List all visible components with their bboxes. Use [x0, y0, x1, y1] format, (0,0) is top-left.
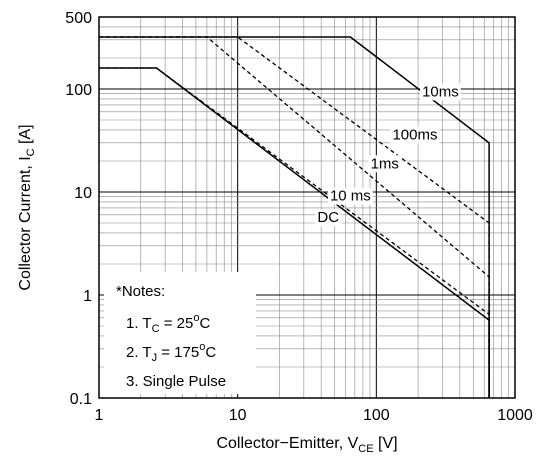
- x-tick-label: 1000: [497, 407, 533, 424]
- curve-label-text: 10ms: [422, 83, 459, 100]
- curve-label-text: 10 ms: [330, 188, 371, 205]
- curve-label-background: [315, 209, 342, 227]
- y-tick-label: 1: [83, 288, 92, 305]
- curve-label: 10 ms: [327, 187, 373, 205]
- curve-label-background: [368, 155, 401, 173]
- curve-label-background: [390, 126, 440, 144]
- curve-label: 10ms: [420, 83, 461, 101]
- curve-label-background: [420, 83, 461, 101]
- plot-frame: [98, 16, 516, 399]
- series-line-2: [99, 36, 490, 398]
- x-tick-label: 10: [229, 407, 247, 424]
- x-axis-title: Collector−Emitter, VCE [V]: [216, 435, 397, 455]
- grid: [99, 17, 515, 398]
- series-line-5: [99, 67, 490, 398]
- curve-label-background: [327, 187, 373, 205]
- y-tick-labels: 0.1 1 10 100 500: [65, 10, 92, 408]
- curve-label: 100ms: [390, 126, 440, 144]
- y-tick-label: 500: [65, 10, 92, 27]
- curve-label-text: 1ms: [371, 155, 399, 172]
- x-tick-label: 1: [95, 407, 104, 424]
- x-tick-label: 100: [363, 407, 390, 424]
- notes-background: [104, 272, 256, 394]
- x-tick-labels: 1 10 100 1000: [95, 407, 533, 424]
- y-tick-label: 10: [74, 185, 92, 202]
- note-item: 2. TJ = 175oC: [126, 341, 216, 364]
- note-item: 1. TC = 25oC: [126, 312, 210, 335]
- notes-title: *Notes:: [116, 283, 165, 300]
- curve-label-text: DC: [317, 209, 339, 226]
- series-group: [99, 36, 490, 398]
- note-item: 3. Single Pulse: [126, 373, 226, 390]
- curve-label-text: 100ms: [392, 127, 437, 144]
- curve-label: 1ms: [368, 155, 401, 173]
- y-tick-label: 100: [65, 82, 92, 99]
- curve-label: DC: [315, 209, 342, 227]
- notes-box: *Notes: 1. TC = 25oC 2. TJ = 175oC 3. Singl…: [104, 272, 256, 394]
- y-tick-label: 0.1: [70, 391, 92, 408]
- y-axis-title: Collector Current, IC [A]: [17, 124, 37, 290]
